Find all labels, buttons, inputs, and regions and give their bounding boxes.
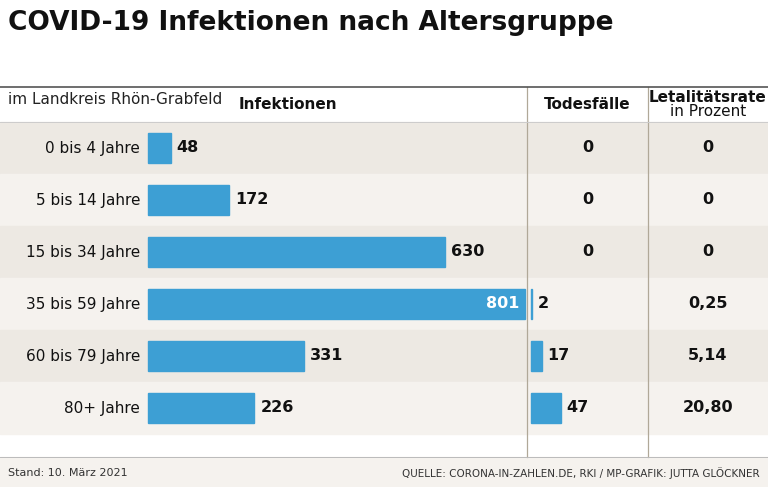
Text: 35 bis 59 Jahre: 35 bis 59 Jahre bbox=[25, 297, 140, 312]
Bar bbox=[148, 393, 254, 423]
Bar bbox=[0, 122, 768, 174]
Text: 2: 2 bbox=[538, 297, 548, 312]
Bar bbox=[148, 341, 304, 371]
Text: 172: 172 bbox=[235, 192, 268, 207]
Text: 47: 47 bbox=[566, 400, 588, 415]
Text: Stand: 10. März 2021: Stand: 10. März 2021 bbox=[8, 468, 127, 478]
Bar bbox=[0, 330, 768, 382]
Bar bbox=[0, 278, 768, 330]
Text: 0: 0 bbox=[582, 244, 593, 260]
Bar bbox=[148, 289, 525, 319]
Text: 48: 48 bbox=[177, 141, 199, 155]
Text: 0 bis 4 Jahre: 0 bis 4 Jahre bbox=[45, 141, 140, 155]
Text: COVID-19 Infektionen nach Altersgruppe: COVID-19 Infektionen nach Altersgruppe bbox=[8, 10, 614, 36]
Bar bbox=[148, 237, 445, 267]
Bar bbox=[531, 341, 542, 371]
Text: 5 bis 14 Jahre: 5 bis 14 Jahre bbox=[35, 192, 140, 207]
Text: 0: 0 bbox=[703, 141, 713, 155]
Text: 0: 0 bbox=[703, 244, 713, 260]
Text: 0: 0 bbox=[582, 141, 593, 155]
Text: 20,80: 20,80 bbox=[683, 400, 733, 415]
Bar bbox=[148, 133, 170, 163]
Bar bbox=[0, 382, 768, 434]
Bar bbox=[0, 174, 768, 226]
Text: 5,14: 5,14 bbox=[688, 349, 728, 363]
Text: 630: 630 bbox=[451, 244, 484, 260]
Bar bbox=[531, 393, 561, 423]
Bar bbox=[0, 226, 768, 278]
Text: 80+ Jahre: 80+ Jahre bbox=[64, 400, 140, 415]
Text: 17: 17 bbox=[547, 349, 569, 363]
Bar bbox=[531, 289, 532, 319]
Text: Todesfälle: Todesfälle bbox=[545, 97, 631, 112]
Bar bbox=[0, 457, 768, 487]
Text: Infektionen: Infektionen bbox=[239, 97, 338, 112]
Text: 60 bis 79 Jahre: 60 bis 79 Jahre bbox=[25, 349, 140, 363]
Text: 226: 226 bbox=[260, 400, 293, 415]
Text: 801: 801 bbox=[485, 297, 519, 312]
Text: QUELLE: CORONA-IN-ZAHLEN.DE, RKI / MP-GRAFIK: JUTTA GLÖCKNER: QUELLE: CORONA-IN-ZAHLEN.DE, RKI / MP-GR… bbox=[402, 467, 760, 479]
Text: 331: 331 bbox=[310, 349, 343, 363]
Text: 0: 0 bbox=[703, 192, 713, 207]
Bar bbox=[0, 87, 768, 122]
Bar bbox=[0, 0, 768, 87]
Text: 15 bis 34 Jahre: 15 bis 34 Jahre bbox=[26, 244, 140, 260]
Text: in Prozent: in Prozent bbox=[670, 104, 746, 119]
Text: Letalitätsrate: Letalitätsrate bbox=[649, 90, 767, 105]
Text: 0: 0 bbox=[582, 192, 593, 207]
Bar bbox=[148, 185, 229, 215]
Text: 0,25: 0,25 bbox=[688, 297, 728, 312]
Text: im Landkreis Rhön-Grabfeld: im Landkreis Rhön-Grabfeld bbox=[8, 92, 222, 107]
